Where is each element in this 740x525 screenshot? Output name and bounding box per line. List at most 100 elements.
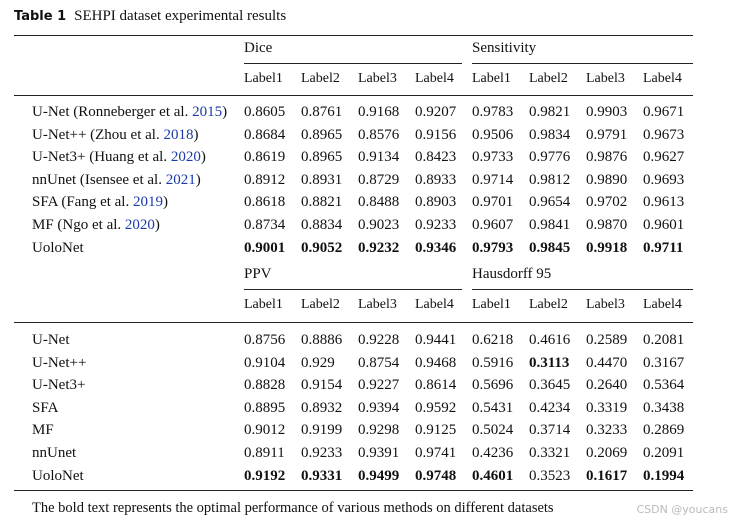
value-cell: 0.9776 xyxy=(529,149,571,166)
col-header: Label4 xyxy=(415,297,454,312)
value-cell: 0.9793 xyxy=(472,239,514,256)
method-label: UoloNet xyxy=(32,239,84,256)
value-cell: 0.9876 xyxy=(586,149,628,166)
value-cell: 0.8576 xyxy=(358,126,400,143)
header-rule xyxy=(14,95,693,96)
group-rule-ppv xyxy=(244,289,462,290)
method-name: SFA (Fang et al. 2019) xyxy=(32,194,168,211)
value-cell: 0.8756 xyxy=(244,332,286,348)
value-cell: 0.9918 xyxy=(586,239,628,256)
value-cell: 0.8834 xyxy=(301,217,343,233)
method-name: nnUnet xyxy=(32,445,76,462)
value-cell: 0.9156 xyxy=(415,126,457,143)
method-name: UoloNet xyxy=(32,468,84,485)
table-row: U-Net3+ (Huang et al. 2020) 0.8619 0.8965 0… xyxy=(0,149,740,171)
method-label: U-Net (Ronneberger et al. xyxy=(32,104,193,120)
value-cell: 0.9870 xyxy=(586,217,628,233)
value-cell: 0.5916 xyxy=(472,354,514,371)
value-cell: 0.9154 xyxy=(301,377,343,394)
col-header: Label2 xyxy=(529,71,568,86)
value-cell: 0.9613 xyxy=(643,194,685,211)
citation-close: ) xyxy=(193,126,199,143)
value-cell: 0.9001 xyxy=(244,239,286,256)
value-cell: 0.3321 xyxy=(529,445,571,461)
value-cell: 0.9845 xyxy=(529,239,571,256)
value-cell: 0.9711 xyxy=(643,239,684,256)
value-cell: 0.3645 xyxy=(529,377,571,394)
value-cell: 0.9232 xyxy=(358,239,400,256)
value-cell: 0.9023 xyxy=(358,217,400,233)
value-cell: 0.5431 xyxy=(472,399,514,416)
value-cell: 0.9821 xyxy=(529,104,571,120)
value-cell: 0.9499 xyxy=(358,467,400,484)
value-cell: 0.9627 xyxy=(643,149,685,166)
header-rule xyxy=(14,322,693,323)
value-cell: 0.8684 xyxy=(244,126,286,143)
citation-year-link[interactable]: 2020 xyxy=(124,217,155,233)
table-row: UoloNet 0.9001 0.9052 0.9232 0.9346 0.9793 0.9… xyxy=(0,240,740,262)
method-name: MF xyxy=(32,422,54,439)
col-header: Label2 xyxy=(301,297,340,312)
col-header: Label2 xyxy=(301,71,340,86)
col-header: Label3 xyxy=(358,297,397,312)
method-label: U-Net++ xyxy=(32,354,87,371)
method-name: nnUnet (Isensee et al. 2021) xyxy=(32,172,201,189)
method-name: U-Net++ xyxy=(32,355,86,372)
citation-close: ) xyxy=(154,217,160,233)
value-cell: 0.3319 xyxy=(586,399,628,416)
method-name: U-Net3+ xyxy=(32,377,85,394)
top-rule xyxy=(14,35,693,36)
col-header: Label3 xyxy=(586,71,625,86)
value-cell: 0.9298 xyxy=(358,422,400,439)
bottom-rule xyxy=(14,490,693,491)
group-header-ppv: PPV xyxy=(244,266,272,282)
citation-year-link[interactable]: 2018 xyxy=(163,126,194,143)
value-cell: 0.9671 xyxy=(643,104,685,120)
group-rule-dice xyxy=(244,63,462,64)
value-cell: 0.9394 xyxy=(358,399,400,416)
table-row: U-Net 0.8756 0.8886 0.9228 0.9441 0.6218 0.461… xyxy=(0,332,740,354)
table-row: U-Net++ (Zhou et al. 2018) 0.8684 0.8965 0.… xyxy=(0,127,740,149)
value-cell: 0.8488 xyxy=(358,194,400,211)
value-cell: 0.9052 xyxy=(301,239,343,256)
value-cell: 0.8911 xyxy=(244,445,285,461)
value-cell: 0.9903 xyxy=(586,104,628,120)
value-cell: 0.4616 xyxy=(529,332,571,348)
value-cell: 0.2069 xyxy=(586,445,628,461)
group-header-hausdorff: Hausdorff 95 xyxy=(472,266,552,282)
col-header: Label4 xyxy=(415,71,454,86)
value-cell: 0.9391 xyxy=(358,445,400,461)
method-label: SFA (Fang et al. xyxy=(32,194,133,211)
value-cell: 0.5024 xyxy=(472,422,514,439)
value-cell: 0.9890 xyxy=(586,171,628,188)
table-row: U-Net (Ronneberger et al. 2015) 0.8605 0.8… xyxy=(0,104,740,126)
value-cell: 0.2869 xyxy=(643,422,685,439)
citation-year-link[interactable]: 2020 xyxy=(170,149,201,166)
citation-year-link[interactable]: 2015 xyxy=(192,104,223,120)
value-cell: 0.1994 xyxy=(643,467,685,484)
method-name: SFA xyxy=(32,400,58,417)
citation-year-link[interactable]: 2019 xyxy=(132,194,163,211)
value-cell: 0.9607 xyxy=(472,217,514,233)
value-cell: 0.9228 xyxy=(358,332,400,348)
method-label: U-Net xyxy=(32,332,70,348)
group-rule-hausdorff xyxy=(472,289,693,290)
value-cell: 0.9783 xyxy=(472,104,514,120)
value-cell: 0.9441 xyxy=(415,332,457,348)
value-cell: 0.9748 xyxy=(415,467,457,484)
value-cell: 0.4236 xyxy=(472,445,514,461)
table-row: SFA 0.8895 0.8932 0.9394 0.9592 0.5431 0.4234 0… xyxy=(0,400,740,422)
table-caption: Table 1 SEHPI dataset experimental result… xyxy=(14,8,286,25)
method-name: U-Net3+ (Huang et al. 2020) xyxy=(32,149,206,166)
method-name: U-Net++ (Zhou et al. 2018) xyxy=(32,127,198,144)
citation-year-link[interactable]: 2021 xyxy=(165,171,196,188)
table-row: SFA (Fang et al. 2019) 0.8618 0.8821 0.8488… xyxy=(0,194,740,216)
table-footnote: The bold text represents the optimal per… xyxy=(32,500,554,516)
value-cell: 0.6218 xyxy=(472,332,514,348)
table-row: nnUnet (Isensee et al. 2021) 0.8912 0.8931… xyxy=(0,172,740,194)
group-rule-sensitivity xyxy=(472,63,693,64)
value-cell: 0.9012 xyxy=(244,422,286,439)
col-header: Label1 xyxy=(244,71,283,86)
value-cell: 0.8903 xyxy=(415,194,457,211)
value-cell: 0.8912 xyxy=(244,171,286,188)
